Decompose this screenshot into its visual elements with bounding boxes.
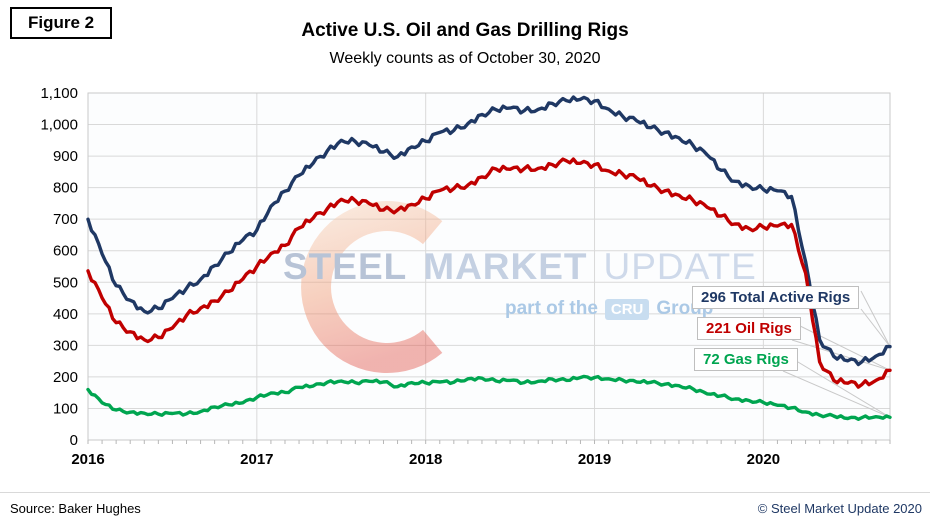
svg-text:2017: 2017 — [240, 451, 273, 468]
svg-text:0: 0 — [70, 432, 78, 449]
svg-text:2019: 2019 — [578, 451, 611, 468]
svg-text:2018: 2018 — [409, 451, 442, 468]
callout-total-active-rigs: 296 Total Active Rigs — [692, 286, 860, 309]
chart-subtitle: Weekly counts as of October 30, 2020 — [329, 50, 601, 67]
svg-text:1,000: 1,000 — [40, 117, 78, 134]
svg-text:2020: 2020 — [747, 451, 780, 468]
callout-oil-rigs: 221 Oil Rigs — [697, 317, 801, 340]
callout-gas-rigs: 72 Gas Rigs — [694, 348, 798, 371]
chart-title: Active U.S. Oil and Gas Drilling Rigs — [301, 20, 629, 41]
svg-text:100: 100 — [53, 400, 78, 417]
copyright-note: © Steel Market Update 2020 — [757, 501, 922, 516]
footer-divider — [0, 492, 930, 493]
source-note: Source: Baker Hughes — [10, 501, 141, 516]
svg-text:300: 300 — [53, 337, 78, 354]
svg-text:500: 500 — [53, 274, 78, 291]
svg-text:1,100: 1,100 — [40, 85, 78, 102]
svg-text:900: 900 — [53, 148, 78, 165]
svg-text:2016: 2016 — [71, 451, 104, 468]
svg-text:400: 400 — [53, 306, 78, 323]
svg-text:800: 800 — [53, 180, 78, 197]
figure-label: Figure 2 — [10, 7, 113, 39]
svg-text:200: 200 — [53, 369, 78, 386]
svg-text:700: 700 — [53, 211, 78, 228]
svg-text:600: 600 — [53, 243, 78, 260]
